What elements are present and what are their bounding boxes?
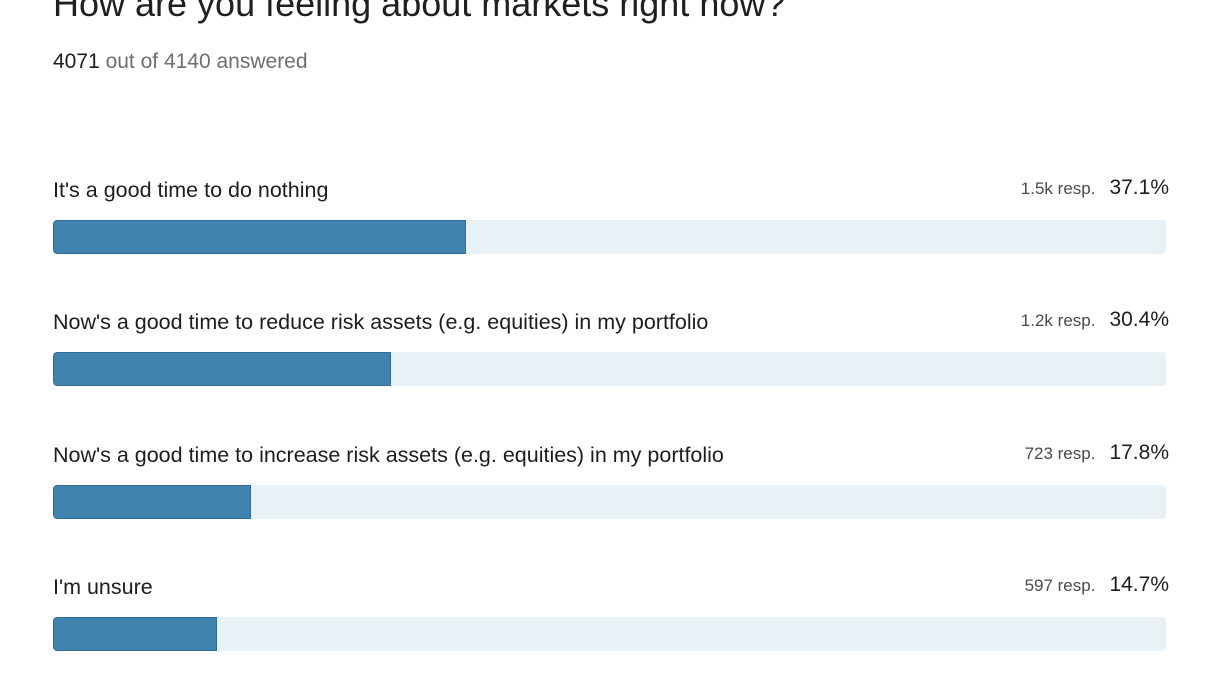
option-stats: 597 resp. 14.7% [1025, 573, 1169, 601]
option-stats: 723 resp. 17.8% [1025, 441, 1169, 469]
answered-count: 4071 [53, 50, 100, 73]
result-row: It's a good time to do nothing 1.5k resp.… [53, 176, 1169, 272]
answered-summary: 4071 out of 4140 answered [53, 48, 308, 76]
response-count: 723 resp. [1024, 444, 1096, 463]
bar-fill [53, 617, 217, 651]
option-label: It's a good time to do nothing [53, 178, 329, 202]
bar-fill [53, 220, 466, 254]
percent-label: 17.8% [1109, 441, 1169, 464]
response-count: 1.5k resp. [1020, 179, 1096, 198]
option-stats: 1.2k resp. 30.4% [1021, 308, 1169, 336]
answered-suffix: out of 4140 answered [105, 50, 308, 73]
percent-label: 14.7% [1109, 573, 1169, 596]
percent-label: 37.1% [1109, 176, 1169, 199]
bar-track [53, 485, 1166, 519]
bar-track [53, 617, 1166, 651]
result-row: Now's a good time to reduce risk assets … [53, 308, 1169, 404]
result-row: I'm unsure 597 resp. 14.7% [53, 573, 1169, 669]
poll-results: It's a good time to do nothing 1.5k resp.… [53, 0, 1169, 690]
result-row: Now's a good time to increase risk asset… [53, 441, 1169, 537]
percent-label: 30.4% [1109, 308, 1169, 331]
option-stats: 1.5k resp. 37.1% [1021, 176, 1169, 204]
option-label: Now's a good time to increase risk asset… [53, 443, 724, 467]
response-count: 1.2k resp. [1020, 311, 1096, 330]
bar-track [53, 220, 1166, 254]
bar-fill [53, 485, 251, 519]
bar-fill [53, 352, 391, 386]
response-count: 597 resp. [1024, 576, 1096, 595]
option-label: I'm unsure [53, 575, 153, 599]
poll-question: How are you feeling about markets right … [53, 0, 786, 24]
bar-track [53, 352, 1166, 386]
option-label: Now's a good time to reduce risk assets … [53, 310, 709, 334]
